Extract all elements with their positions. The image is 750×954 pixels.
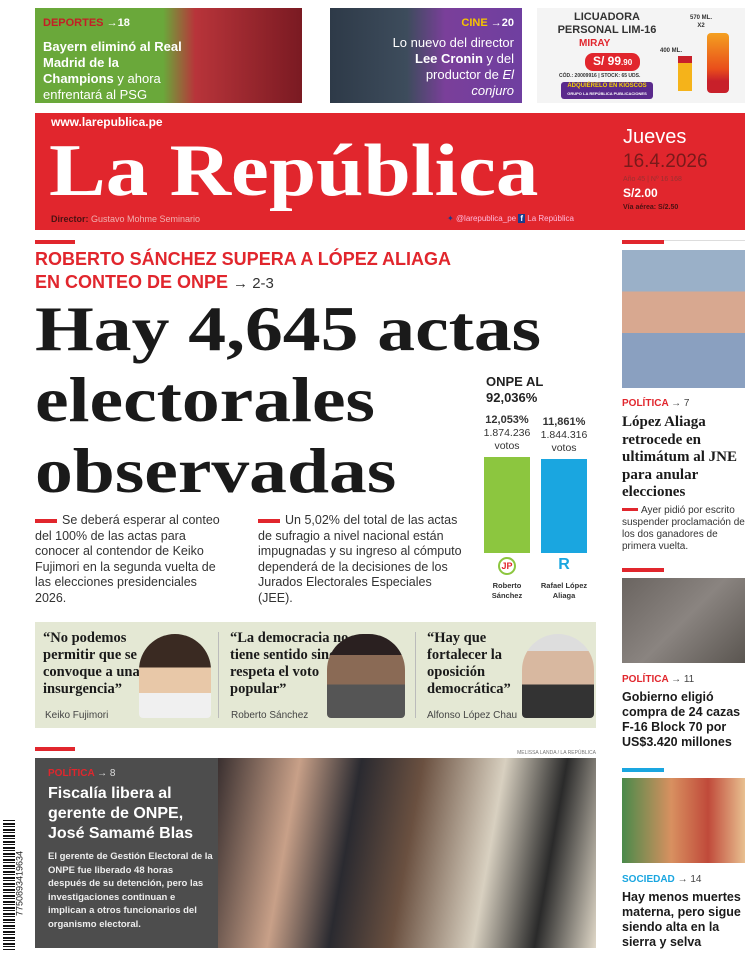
facebook-icon: f	[518, 214, 526, 223]
price: S/2.00	[623, 186, 658, 200]
promo-text: Lo nuevo del director Lee Cronin y del p…	[392, 35, 514, 98]
air-price: Vía aérea: S/2.50	[623, 204, 679, 211]
keiko-photo	[139, 634, 211, 718]
divider	[218, 632, 219, 718]
masthead: www.larepublica.pe La República Director…	[35, 113, 745, 230]
sidebar-headline: López Aliaga retrocede en ultimátum al J…	[622, 414, 738, 500]
ad-blender[interactable]: LICUADORA PERSONAL LIM-16 MIRAY S/ 99.90 …	[537, 8, 745, 103]
ad-cta: ADQUIÉRELO EN KIOSCOS GRUPO LA REPÚBLICA …	[561, 82, 653, 99]
divider	[622, 240, 664, 244]
twitter-icon: ✦	[447, 214, 454, 223]
bottle-image	[678, 56, 692, 91]
quote-text: “La democracia no tiene sentido sino se …	[230, 630, 353, 697]
lead-col-1: Se deberá esperar al conteo del 100% de …	[35, 513, 220, 605]
lead-headline[interactable]: Hay 4,645 actas electorales observadas	[35, 294, 542, 506]
ad-code: CÓD.: 20009916 | STOCK: 65 UDS.	[559, 73, 641, 79]
bar	[484, 457, 530, 553]
party-logo-icon: JP	[498, 557, 516, 575]
site-url[interactable]: www.larepublica.pe	[51, 115, 163, 129]
sanchez-photo	[327, 634, 405, 718]
divider	[35, 747, 75, 751]
sidebar-story[interactable]: POLÍTICA → 7 López Aliaga retrocede en u…	[622, 398, 745, 553]
blender-image	[707, 33, 729, 93]
sidebar-headline: Gobierno eligió compra de 24 cazas F-16 …	[622, 690, 741, 749]
section-label: POLÍTICA → 8	[48, 768, 116, 779]
logo: La República	[49, 130, 539, 212]
promo-text: Bayern eliminó al Real Madrid de la Cham…	[43, 39, 182, 102]
divider	[415, 632, 416, 718]
bottom-headline: Fiscalía libera al gerente de ONPE, José…	[48, 785, 193, 842]
barcode-number: 7750893419634	[14, 850, 25, 917]
lopez-aliaga-photo	[622, 250, 745, 388]
promo-section: DEPORTES →18	[43, 17, 130, 29]
bottom-story[interactable]: POLÍTICA → 8 Fiscalía libera al gerente …	[35, 758, 218, 948]
promo-sports[interactable]: DEPORTES →18 Bayern eliminó al Real Madr…	[35, 8, 302, 103]
promo-cinema[interactable]: CINE →20 Lo nuevo del director Lee Croni…	[330, 8, 522, 103]
director: Director: Gustavo Mohme Seminario	[51, 214, 201, 224]
quote-text: “No podemos permitir que se convoque a u…	[43, 630, 140, 697]
bottom-photo	[218, 758, 596, 948]
facebook-link[interactable]: La República	[527, 214, 574, 223]
divider	[622, 768, 664, 772]
quote-author: Alfonso López Chau	[427, 710, 518, 721]
section-label: POLÍTICA → 7	[622, 398, 690, 409]
promo-section: CINE →20	[461, 17, 514, 29]
divider	[622, 568, 664, 572]
photo-credit: MELISSA LANDA / LA REPÚBLICA	[517, 750, 596, 756]
issue: Año 45 | Nº 16 168	[623, 176, 682, 183]
mother-illustration	[622, 778, 745, 863]
quote-text: “Hay que fortalecer la oposición democrá…	[427, 630, 511, 697]
chart-title: ONPE AL 92,036%	[486, 374, 544, 405]
section-label: POLÍTICA → 11	[622, 674, 695, 685]
bar-label: 11,861% 1.844.316 votos	[540, 415, 588, 454]
candidate-name: Rafael López Aliaga	[540, 581, 588, 600]
ad-title: LICUADORA PERSONAL LIM-16	[557, 11, 657, 36]
divider	[35, 240, 75, 244]
bar	[541, 458, 587, 553]
jets-photo	[622, 578, 745, 663]
quotes-box: “No podemos permitir que se convoque a u…	[35, 622, 596, 728]
sidebar-story[interactable]: SOCIEDAD → 14 Hay menos muertes materna,…	[622, 874, 745, 950]
bar-label: 12,053% 1.874.236 votos	[483, 414, 531, 452]
party-logo-icon: R	[558, 557, 570, 573]
social-links: ✦ @larepublica_pe f La República	[447, 213, 574, 224]
sidebar-headline: Hay menos muertes materna, pero sigue si…	[622, 890, 741, 949]
date: 16.4.2026	[623, 151, 708, 172]
day: Jueves	[623, 126, 687, 148]
lead-col-2: Un 5,02% del total de las actas de sufra…	[258, 513, 462, 605]
ad-size-2: 400 ML.	[660, 48, 683, 54]
sidebar-body: Ayer pidió por escrito suspender proclam…	[622, 504, 745, 552]
lead-kicker[interactable]: ROBERTO SÁNCHEZ SUPERA A LÓPEZ ALIAGA EN…	[35, 249, 451, 292]
ad-size-1: 570 ML. X2	[690, 15, 713, 29]
barcode	[3, 820, 15, 950]
sidebar-story[interactable]: POLÍTICA → 11 Gobierno eligió compra de …	[622, 674, 745, 750]
ad-price: S/ 99.90	[585, 53, 641, 71]
candidate-name: Roberto Sánchez	[491, 581, 523, 600]
ad-brand: MIRAY	[579, 38, 611, 49]
quote-author: Keiko Fujimori	[45, 710, 109, 721]
twitter-link[interactable]: @larepublica_pe	[455, 214, 517, 223]
bottom-body: El gerente de Gestión Electoral de la ON…	[48, 851, 213, 930]
lopez-chau-photo	[522, 634, 594, 718]
section-label: SOCIEDAD → 14	[622, 874, 702, 885]
quote-author: Roberto Sánchez	[231, 710, 309, 721]
